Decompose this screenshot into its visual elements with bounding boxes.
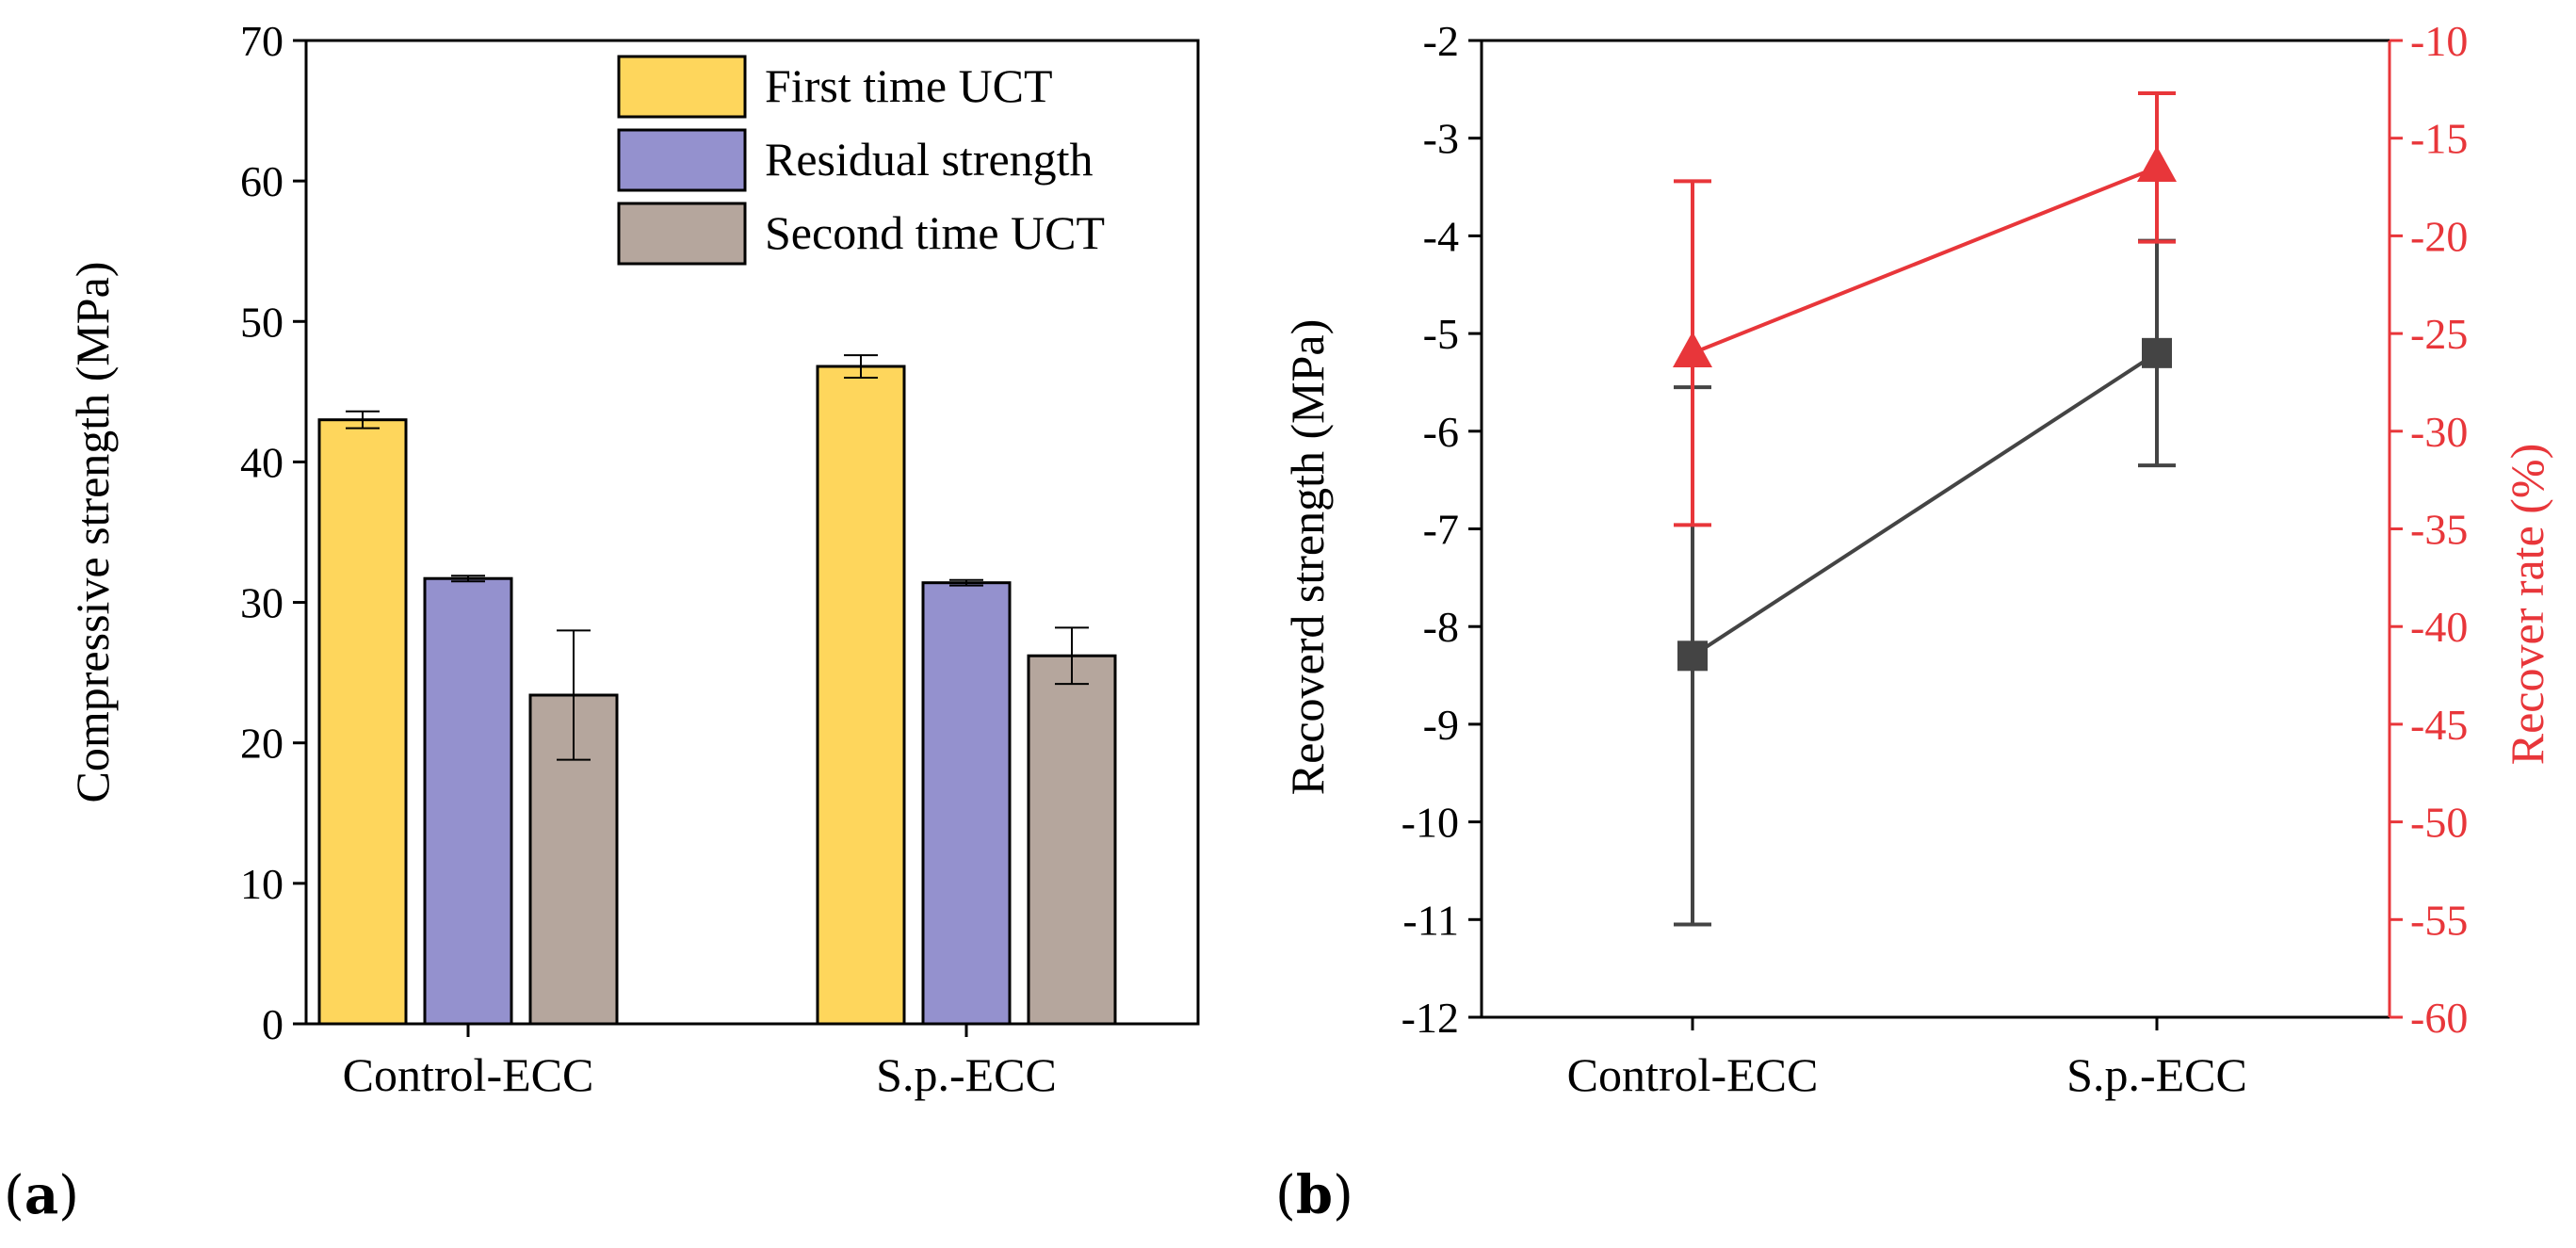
panel-letter-b: b [1296,1164,1333,1226]
y-tick-label-right-b: -15 [2410,115,2468,163]
bar-first [816,365,906,1026]
panel-letter-a: a [24,1164,58,1226]
y-tick-label-left-b: -2 [1423,17,1459,65]
x-tick-label-b: S.p.-ECC [2066,1048,2247,1101]
marker-triangle-rate [1673,332,1712,368]
y-tick-label-a: 30 [240,579,284,627]
y-tick-label-a: 40 [240,438,284,486]
y-tick-label-right-b: -50 [2410,799,2468,847]
y-tick-label-left-b: -12 [1401,994,1459,1042]
y-tick-label-left-b: -4 [1423,212,1459,260]
y-tick-label-left-b: -8 [1423,603,1459,651]
y-tick-label-right-b: -40 [2410,603,2468,651]
y-tick-label-a: 20 [240,720,284,768]
y-axis-label-a: Compressive strength (MPa) [66,262,119,803]
y-tick-label-right-b: -45 [2410,701,2468,749]
y-tick-label-right-b: -20 [2410,212,2468,260]
y-tick-label-right-b: -55 [2410,896,2468,944]
panel-a-bar-chart: 0 10 20 30 40 50 60 70 Compressive strength (MPa… [4,17,1200,1226]
bar-residual [423,576,513,1026]
panel-b-line-chart: -12 -11 -10 -9 -8 -7 -6 -5 -4 -3 -2 -60 -55 -50 -45 -40… [1275,17,2553,1226]
y-tick-label-right-b: -60 [2410,994,2468,1042]
y-tick-label-a: 60 [240,157,284,205]
marker-square-strength [1677,640,1708,672]
line-rate [1692,165,2158,355]
y-tick-label-left-b: -9 [1423,701,1459,749]
y-tick-label-left-b: -3 [1423,115,1459,163]
y-tick-label-left-b: -6 [1423,408,1459,456]
legend-swatch-first [617,55,747,119]
legend-label-second: Second time UCT [765,206,1105,259]
bar-first [317,418,408,1026]
x-tick-label-b: Control-ECC [1567,1048,1819,1101]
legend-swatch-second [617,202,747,266]
y-tick-label-a: 0 [262,1000,284,1048]
y-tick-label-a: 10 [240,860,284,908]
y-tick-label-right-b: -35 [2410,506,2468,554]
y-tick-label-left-b: -7 [1423,506,1459,554]
x-tick-label-a: S.p.-ECC [876,1048,1057,1101]
y-axis-label-left-b: Recoverd strength (MPa) [1281,319,1334,795]
y-tick-label-left-b: -5 [1423,310,1459,358]
y-tick-label-left-b: -11 [1402,896,1459,944]
y-tick-label-left-b: -10 [1401,799,1459,847]
y-tick-label-right-b: -30 [2410,408,2468,456]
legend-label-first: First time UCT [765,59,1053,112]
legend-label-residual: Residual strength [765,133,1094,186]
panel-label-b: (b) [1275,1164,1353,1226]
line-strength [1691,351,2159,657]
y-tick-label-right-b: -10 [2410,17,2468,65]
panel-label-a: (a) [4,1164,79,1226]
plot-frame-a [304,39,1200,1026]
marker-square-strength [2142,337,2172,368]
y-tick-label-right-b: -25 [2410,310,2468,358]
y-tick-label-a: 70 [240,17,284,65]
legend-swatch-residual [617,128,747,192]
y-tick-label-a: 50 [240,298,284,346]
bar-second [1027,654,1117,1026]
bar-residual [921,581,1012,1026]
y-axis-label-right-b: Recover rate (%) [2501,444,2553,765]
marker-triangle-rate [2137,146,2177,183]
x-tick-label-a: Control-ECC [343,1048,594,1101]
